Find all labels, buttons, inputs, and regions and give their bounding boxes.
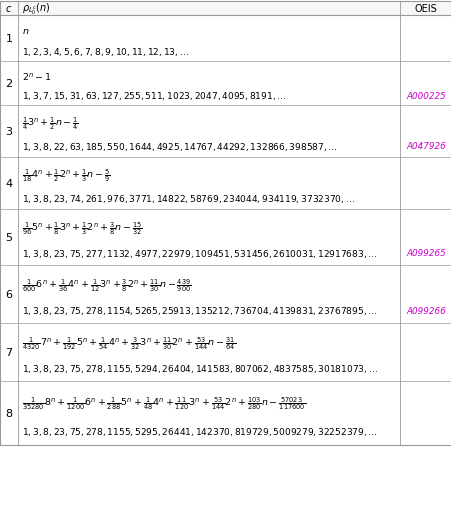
Text: A099266: A099266 — [405, 306, 445, 315]
Text: A047926: A047926 — [405, 142, 445, 151]
Text: 8: 8 — [5, 408, 13, 418]
Text: $1, 3, 8, 23, 75, 278, 1155, 5294, 26404, 141583, 807062, 4837585, 30181073, \ld: $1, 3, 8, 23, 75, 278, 1155, 5294, 26404… — [22, 363, 377, 375]
Text: 6: 6 — [5, 289, 13, 299]
Text: $c$: $c$ — [5, 4, 13, 14]
Text: 1: 1 — [5, 34, 13, 44]
Text: $\frac{1}{35280}8^n + \frac{1}{1200}6^n + \frac{1}{288}5^n + \frac{1}{48}4^n + \: $\frac{1}{35280}8^n + \frac{1}{1200}6^n … — [22, 394, 305, 411]
Text: $\rho_{L_0^c}(n)$: $\rho_{L_0^c}(n)$ — [22, 1, 51, 17]
Text: 4: 4 — [5, 179, 13, 189]
Text: $1, 3, 8, 22, 63, 185, 550, 1644, 4925, 14767, 44292, 132866, 398587, \ldots$: $1, 3, 8, 22, 63, 185, 550, 1644, 4925, … — [22, 140, 337, 153]
Text: OEIS: OEIS — [414, 4, 437, 14]
Text: 5: 5 — [5, 232, 13, 242]
Text: $1, 3, 8, 23, 75, 278, 1155, 5295, 26441, 142370, 819729, 5009279, 32252379, \ld: $1, 3, 8, 23, 75, 278, 1155, 5295, 26441… — [22, 425, 377, 437]
Text: $2^n - 1$: $2^n - 1$ — [22, 70, 51, 82]
Text: $\frac{1}{4320}7^n + \frac{1}{192}5^n + \frac{1}{54}4^n + \frac{3}{32}3^n + \fra: $\frac{1}{4320}7^n + \frac{1}{192}5^n + … — [22, 334, 235, 351]
Bar — [0, 2, 451, 16]
Bar — [0, 2, 451, 445]
Text: $1, 2, 3, 4, 5, 6, 7, 8, 9, 10, 11, 12, 13, \ldots$: $1, 2, 3, 4, 5, 6, 7, 8, 9, 10, 11, 12, … — [22, 46, 189, 58]
Text: $1, 3, 8, 23, 74, 261, 976, 3771, 14822, 58769, 234044, 934119, 3732370, \ldots$: $1, 3, 8, 23, 74, 261, 976, 3771, 14822,… — [22, 192, 354, 204]
Text: $\frac{1}{18}4^n + \frac{1}{2}2^n + \frac{1}{3}n - \frac{5}{9}$: $\frac{1}{18}4^n + \frac{1}{2}2^n + \fra… — [22, 166, 110, 183]
Text: 3: 3 — [5, 127, 13, 137]
Text: 7: 7 — [5, 347, 13, 358]
Text: $1, 3, 8, 23, 75, 277, 1132, 4977, 22979, 109451, 531456, 2610031, 12917683, \ld: $1, 3, 8, 23, 75, 277, 1132, 4977, 22979… — [22, 247, 377, 259]
Text: A000225: A000225 — [405, 91, 445, 100]
Text: A099265: A099265 — [405, 248, 445, 258]
Text: $\frac{1}{600}6^n + \frac{1}{36}4^n + \frac{1}{12}3^n + \frac{3}{8}2^n + \frac{1: $\frac{1}{600}6^n + \frac{1}{36}4^n + \f… — [22, 276, 191, 293]
Text: $\frac{1}{96}5^n + \frac{1}{8}3^n + \frac{1}{3}2^n + \frac{3}{8}n - \frac{15}{32: $\frac{1}{96}5^n + \frac{1}{8}3^n + \fra… — [22, 220, 143, 236]
Text: $1, 3, 7, 15, 31, 63, 127, 255, 511, 1023, 2047, 4095, 8191, \ldots$: $1, 3, 7, 15, 31, 63, 127, 255, 511, 102… — [22, 90, 286, 102]
Text: $n$: $n$ — [22, 27, 29, 36]
Text: $1, 3, 8, 23, 75, 278, 1154, 5265, 25913, 135212, 736704, 4139831, 23767895, \ld: $1, 3, 8, 23, 75, 278, 1154, 5265, 25913… — [22, 305, 377, 317]
Text: $\frac{1}{4}3^n + \frac{1}{2}n - \frac{1}{4}$: $\frac{1}{4}3^n + \frac{1}{2}n - \frac{1… — [22, 115, 79, 131]
Text: 2: 2 — [5, 79, 13, 89]
